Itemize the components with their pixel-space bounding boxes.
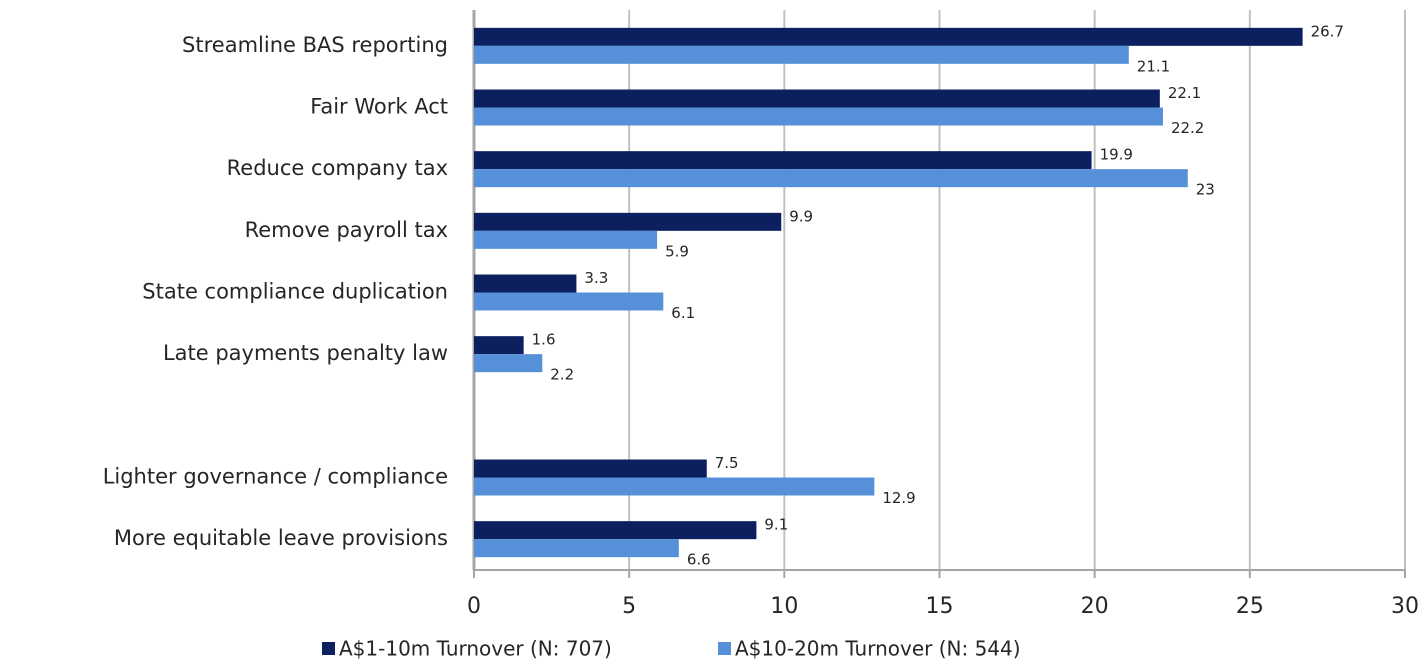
legend-label: A$1-10m Turnover (N: 707) (339, 637, 612, 661)
x-tick-label: 15 (926, 594, 954, 619)
bar (474, 151, 1092, 170)
x-tick-label: 30 (1391, 594, 1419, 619)
x-tick-label: 20 (1081, 594, 1109, 619)
data-label: 23 (1196, 181, 1215, 199)
bar (474, 354, 543, 373)
data-label: 12.9 (882, 489, 915, 507)
data-label: 19.9 (1100, 146, 1133, 164)
x-tick-label: 0 (467, 594, 481, 619)
bar (474, 212, 782, 231)
data-label: 9.1 (764, 516, 788, 534)
bar (474, 336, 524, 355)
bar (474, 539, 679, 558)
x-tick-label: 10 (770, 594, 798, 619)
bar (474, 45, 1129, 64)
y-tick-label: Late payments penalty law (163, 341, 448, 365)
bar (474, 477, 875, 496)
data-label: 3.3 (584, 269, 608, 287)
bar (474, 169, 1188, 188)
data-label: 9.9 (789, 207, 813, 225)
data-label: 7.5 (715, 454, 739, 472)
x-tick-label: 5 (622, 594, 636, 619)
data-label: 22.1 (1168, 84, 1201, 102)
bar (474, 89, 1160, 108)
legend-swatch (718, 642, 731, 655)
bar (474, 292, 664, 311)
data-label: 6.1 (671, 304, 695, 322)
data-label: 5.9 (665, 242, 689, 260)
data-label: 26.7 (1311, 22, 1344, 40)
data-label: 6.6 (687, 551, 711, 569)
y-tick-label: Streamline BAS reporting (182, 33, 448, 57)
data-label: 2.2 (550, 366, 574, 384)
bar (474, 274, 577, 293)
legend-label: A$10-20m Turnover (N: 544) (735, 637, 1021, 661)
data-label: 21.1 (1137, 57, 1170, 75)
y-tick-label: Reduce company tax (227, 156, 448, 180)
x-tick-label: 25 (1236, 594, 1264, 619)
y-tick-label: State compliance duplication (142, 280, 448, 304)
data-label: 1.6 (532, 331, 556, 349)
y-tick-label: More equitable leave provisions (114, 526, 448, 550)
bar (474, 459, 707, 478)
data-label: 22.2 (1171, 119, 1204, 137)
y-tick-label: Lighter governance / compliance (103, 465, 448, 489)
y-tick-label: Fair Work Act (310, 95, 448, 119)
bar (474, 107, 1163, 126)
bar (474, 521, 757, 540)
bar (474, 230, 658, 249)
legend-swatch (322, 642, 335, 655)
bar (474, 27, 1303, 46)
y-tick-label: Remove payroll tax (245, 218, 448, 242)
